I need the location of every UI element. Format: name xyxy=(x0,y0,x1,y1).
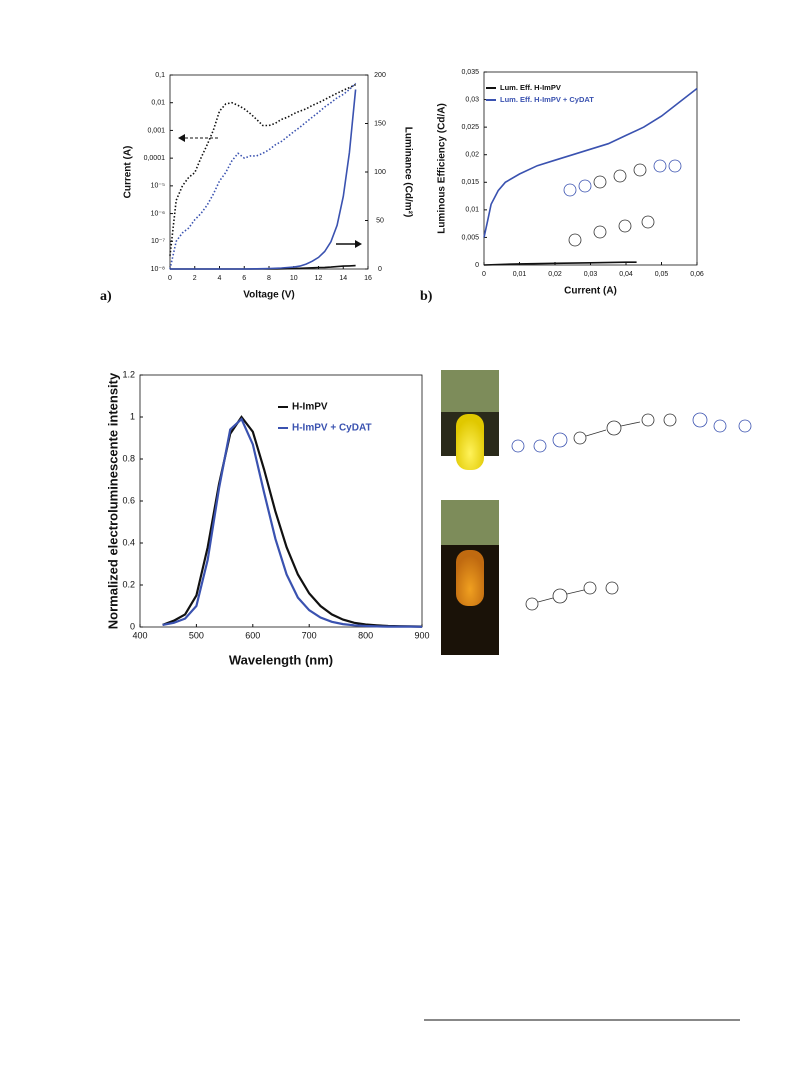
y-tick-label: 0,001 xyxy=(147,127,165,134)
y2-axis-label: Luminance (Cd/m²) xyxy=(402,127,413,218)
x-tick-label: 10 xyxy=(290,275,298,282)
x-axis-label: Voltage (V) xyxy=(243,290,294,301)
y-tick-label: 0.6 xyxy=(122,495,135,505)
y-tick-label: 0,01 xyxy=(465,207,479,214)
y2-tick-label: 150 xyxy=(374,120,386,127)
y-tick-label: 0,035 xyxy=(461,69,479,76)
series-line xyxy=(162,417,423,628)
x-tick-label: 4 xyxy=(218,275,222,282)
x-tick-label: 800 xyxy=(358,630,373,640)
y-tick-label: 10⁻⁸ xyxy=(151,266,165,273)
series-line xyxy=(170,89,357,270)
x-tick-label: 0,03 xyxy=(584,271,598,278)
y2-tick-label: 100 xyxy=(374,169,386,176)
series-line xyxy=(483,87,698,238)
y-tick-label: 0,005 xyxy=(461,234,479,241)
y-tick-label: 0,03 xyxy=(465,96,479,103)
y-tick-label: 0,025 xyxy=(461,124,479,131)
y2-tick-label: 50 xyxy=(376,217,384,224)
x-tick-label: 0,05 xyxy=(655,271,669,278)
x-tick-label: 6 xyxy=(242,275,246,282)
panel-label: a) xyxy=(100,289,112,304)
y-tick-label: 10⁻⁶ xyxy=(151,210,165,217)
y-tick-label: 1.2 xyxy=(122,369,135,379)
legend-label: H-ImPV + CyDAT xyxy=(292,423,372,434)
x-tick-label: 16 xyxy=(364,275,372,282)
x-tick-label: 600 xyxy=(245,630,260,640)
y-tick-label: 10⁻⁵ xyxy=(151,183,165,190)
vial-glow xyxy=(456,550,484,606)
x-tick-label: 400 xyxy=(132,630,147,640)
x-tick-label: 0,01 xyxy=(513,271,527,278)
series-line xyxy=(169,83,356,256)
series-line xyxy=(162,415,423,628)
x-tick-label: 0 xyxy=(482,271,486,278)
y-tick-label: 10⁻⁷ xyxy=(151,238,165,245)
x-axis-label: Current (A) xyxy=(564,286,617,297)
y2-tick-label: 200 xyxy=(374,72,386,79)
x-tick-label: 0,02 xyxy=(548,271,562,278)
series-line xyxy=(169,82,357,270)
vial-glow xyxy=(456,414,484,470)
molecule xyxy=(511,159,752,611)
x-tick-label: 2 xyxy=(193,275,197,282)
y-tick-label: 0,1 xyxy=(155,72,165,79)
y-tick-label: 0 xyxy=(130,621,135,631)
y-axis-label: Normalized electroluminescente intensity xyxy=(105,372,120,629)
y2-tick-label: 0 xyxy=(378,266,382,273)
x-tick-label: 0,04 xyxy=(619,271,633,278)
plot-frame xyxy=(169,74,369,270)
arrow-head xyxy=(178,134,185,142)
y-tick-label: 0,01 xyxy=(151,100,165,107)
series-line xyxy=(483,261,637,266)
x-tick-label: 0 xyxy=(168,275,172,282)
photo-top xyxy=(441,370,499,412)
photo-top xyxy=(441,500,499,545)
legend-label: Lum. Eff. H-ImPV + CyDAT xyxy=(500,95,594,104)
x-tick-label: 12 xyxy=(315,275,323,282)
x-tick-label: 900 xyxy=(414,630,429,640)
y-tick-label: 0 xyxy=(475,262,479,269)
x-tick-label: 700 xyxy=(302,630,317,640)
arrow-head xyxy=(355,240,362,248)
legend-label: H-ImPV xyxy=(292,402,328,413)
y-tick-label: 0,015 xyxy=(461,179,479,186)
y-tick-label: 1 xyxy=(130,411,135,421)
y-tick-label: 0.8 xyxy=(122,453,135,463)
y-tick-label: 0.4 xyxy=(122,537,135,547)
panel-label: b) xyxy=(420,289,433,304)
plot-frame xyxy=(139,374,423,628)
x-tick-label: 14 xyxy=(339,275,347,282)
y-tick-label: 0.2 xyxy=(122,579,135,589)
y-axis-label: Current (A) xyxy=(123,146,134,199)
x-tick-label: 8 xyxy=(267,275,271,282)
x-axis-label: Wavelength (nm) xyxy=(229,652,333,667)
y-tick-label: 0,0001 xyxy=(144,155,166,162)
legend-label: Lum. Eff. H-ImPV xyxy=(500,83,561,92)
x-tick-label: 500 xyxy=(189,630,204,640)
y-axis-label: Luminous Efficiency (Cd/A) xyxy=(437,103,448,234)
x-tick-label: 0,06 xyxy=(690,271,704,278)
y-tick-label: 0,02 xyxy=(465,152,479,159)
